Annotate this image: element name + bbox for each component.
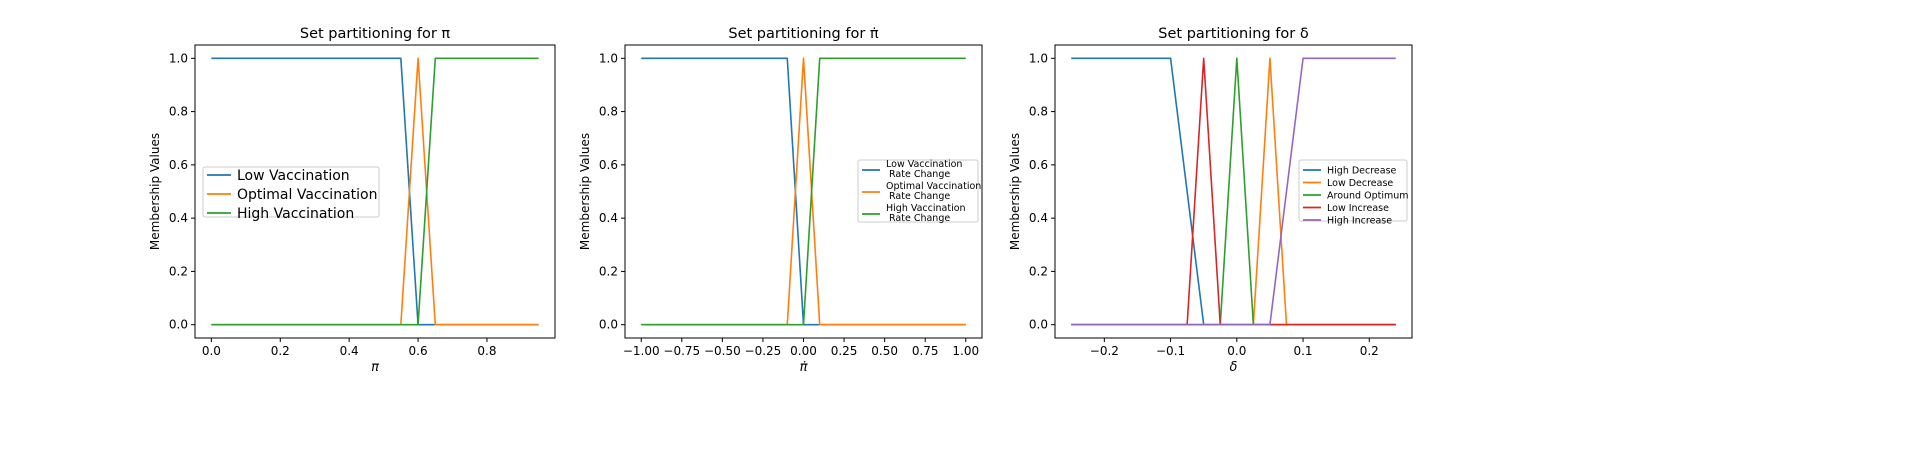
x-tick-label: −0.2 bbox=[1090, 344, 1119, 358]
x-tick-label: 0.8 bbox=[477, 344, 496, 358]
legend-label-5: High Increase bbox=[1327, 215, 1392, 226]
x-tick-label: 0.0 bbox=[1227, 344, 1246, 358]
y-tick-label: 0.8 bbox=[169, 105, 188, 119]
x-axis-label: δ bbox=[1230, 360, 1238, 375]
x-axis-label: π bbox=[371, 360, 379, 375]
y-tick-label: 1.0 bbox=[1029, 51, 1048, 65]
y-tick-label: 0.0 bbox=[599, 318, 618, 332]
legend-frame bbox=[1298, 159, 1408, 222]
x-tick-label: 0.25 bbox=[831, 344, 858, 358]
x-tick-label: 0.4 bbox=[340, 344, 359, 358]
x-tick-label: 1.00 bbox=[952, 344, 979, 358]
plot-area bbox=[1071, 57, 1396, 326]
y-tick-label: 0.2 bbox=[1029, 264, 1048, 278]
legend: Low Vaccination Optimal Vaccination High V… bbox=[202, 166, 380, 222]
y-tick-label: 0.6 bbox=[1029, 158, 1048, 172]
series-line-3 bbox=[641, 57, 966, 326]
y-tick-label: 0.0 bbox=[169, 318, 188, 332]
series-line-3 bbox=[211, 57, 539, 326]
x-tick-label: 0.00 bbox=[790, 344, 817, 358]
y-tick-label: 0.0 bbox=[1029, 318, 1048, 332]
x-tick-label: −1.00 bbox=[623, 344, 660, 358]
x-tick-label: −0.50 bbox=[704, 344, 741, 358]
legend-label-4: Low Increase bbox=[1327, 203, 1389, 214]
y-axis-label: Membership Values bbox=[1008, 133, 1022, 250]
y-axis-label: Membership Values bbox=[148, 133, 162, 250]
legend-label-1: Low Vaccination Rate Change bbox=[886, 159, 962, 180]
x-axis-label: π̇ bbox=[800, 360, 808, 375]
chart-title: Set partitioning for δ bbox=[1158, 26, 1309, 42]
legend-frame bbox=[857, 159, 979, 223]
y-tick-label: 1.0 bbox=[169, 51, 188, 65]
y-tick-label: 0.6 bbox=[599, 158, 618, 172]
x-tick-label: −0.75 bbox=[663, 344, 700, 358]
series-line-5 bbox=[1071, 57, 1396, 326]
y-tick-label: 0.6 bbox=[169, 158, 188, 172]
chart-panel-3: −0.2 −0.1 0.0 0.1 0.2 0.0 0.2 0.4 0.6 0.8 1.0 Set p… bbox=[1008, 26, 1413, 375]
x-tick-label: 0.2 bbox=[271, 344, 290, 358]
legend-label-2: Optimal Vaccination bbox=[237, 187, 377, 203]
y-tick-label: 0.4 bbox=[1029, 211, 1048, 225]
x-tick-label: 0.75 bbox=[912, 344, 939, 358]
legend-label-3: Around Optimum bbox=[1327, 190, 1409, 201]
legend-frame bbox=[202, 166, 380, 218]
x-tick-label: 0.50 bbox=[871, 344, 898, 358]
chart-panel-1: 0.0 0.2 0.4 0.6 0.8 0.0 0.2 0.4 0.6 0.8 1.0 Set par… bbox=[148, 26, 556, 375]
y-tick-label: 0.8 bbox=[1029, 105, 1048, 119]
x-tick-label: 0.2 bbox=[1360, 344, 1379, 358]
x-tick-label: −0.1 bbox=[1156, 344, 1185, 358]
y-tick-label: 0.2 bbox=[599, 264, 618, 278]
legend-label-3: High Vaccination Rate Change bbox=[886, 203, 966, 224]
axes-frame bbox=[194, 44, 556, 339]
legend-label-3: High Vaccination bbox=[237, 206, 354, 222]
axes-frame bbox=[1054, 44, 1413, 339]
legend-label-2: Low Decrease bbox=[1327, 178, 1393, 189]
y-tick-label: 1.0 bbox=[599, 51, 618, 65]
chart-panel-2: −1.00 −0.75 −0.50 −0.25 0.00 0.25 0.50 0.75 1.00… bbox=[578, 26, 983, 375]
plot-area bbox=[211, 57, 539, 326]
x-tick-label: −0.25 bbox=[745, 344, 782, 358]
y-tick-label: 0.4 bbox=[169, 211, 188, 225]
x-tick-label: 0.0 bbox=[202, 344, 221, 358]
y-axis-label: Membership Values bbox=[578, 133, 592, 250]
legend-label-2: Optimal Vaccination Rate Change bbox=[886, 181, 981, 202]
x-tick-label: 0.1 bbox=[1293, 344, 1312, 358]
chart-title: Set partitioning for π̇ bbox=[728, 26, 879, 42]
chart-title: Set partitioning for π bbox=[300, 26, 451, 42]
y-tick-label: 0.4 bbox=[599, 211, 618, 225]
y-tick-label: 0.8 bbox=[599, 105, 618, 119]
plot-area bbox=[641, 57, 966, 326]
x-tick-label: 0.6 bbox=[409, 344, 428, 358]
legend-label-1: Low Vaccination bbox=[237, 168, 350, 184]
legend-label-1: High Decrease bbox=[1327, 165, 1397, 176]
y-tick-label: 0.2 bbox=[169, 264, 188, 278]
